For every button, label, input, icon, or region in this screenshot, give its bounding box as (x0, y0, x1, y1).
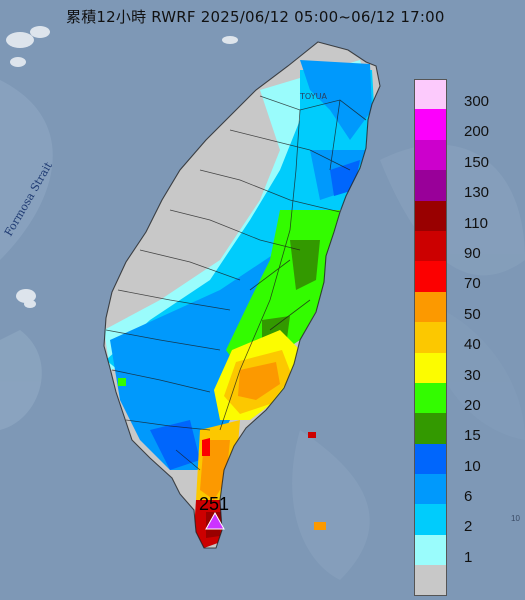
legend-tick-label: 110 (464, 214, 488, 232)
legend-tick-label: 70 (464, 275, 481, 293)
legend-swatch (414, 413, 447, 444)
legend-row (414, 565, 502, 596)
legend-tick-label: 15 (464, 427, 481, 445)
legend-swatch (414, 382, 447, 414)
rainfall-shading (104, 60, 380, 548)
map-title: 累積12小時 RWRF 2025/06/12 05:00~06/12 17:00 (66, 8, 445, 26)
legend-tick-label: 300 (464, 93, 490, 110)
legend-row: 40 (414, 322, 502, 354)
legend-swatch (414, 139, 447, 171)
city-label: TOYUA (300, 92, 327, 101)
legend-swatch (414, 534, 447, 566)
legend-row: 1 (414, 534, 502, 566)
legend-row: 110 (414, 200, 502, 232)
legend-row: 300 (414, 79, 502, 110)
legend-tick-label: 6 (464, 488, 473, 506)
legend-row: 130 (414, 170, 502, 202)
legend-swatch (414, 474, 447, 505)
legend-swatch (414, 565, 447, 596)
legend-row: 90 (414, 230, 502, 262)
rainfall-legend: 300 200 150 130 110 90 70 50 40 30 20 15 10 6 2 1 (414, 79, 502, 596)
legend-row: 10 (414, 443, 502, 475)
legend-tick-label: 50 (464, 305, 481, 323)
legend-swatch (414, 322, 447, 353)
legend-swatch (414, 109, 447, 140)
legend-tick-label: 130 (464, 184, 490, 202)
offshore-islands (118, 378, 326, 530)
legend-swatch (414, 352, 447, 383)
legend-tick-label: 150 (464, 153, 490, 171)
boundary-lines (103, 41, 381, 549)
legend-row: 150 (414, 139, 502, 171)
legend-swatch (414, 79, 447, 110)
legend-row: 200 (414, 109, 502, 141)
legend-swatch (414, 443, 447, 475)
legend-swatch (414, 200, 447, 231)
legend-tick-label: 20 (464, 396, 481, 414)
legend-tick-label: 200 (464, 123, 490, 141)
max-triangle-icon (205, 512, 225, 530)
legend-swatch (414, 291, 447, 323)
legend-swatch (414, 504, 447, 535)
legend-row: 6 (414, 474, 502, 506)
legend-row: 50 (414, 291, 502, 323)
legend-tick-label: 40 (464, 336, 481, 354)
legend-row: 70 (414, 261, 502, 293)
legend-tick-label: 2 (464, 518, 473, 536)
legend-swatch (414, 230, 447, 262)
legend-row: 15 (414, 413, 502, 445)
legend-swatch (414, 170, 447, 201)
legend-row: 2 (414, 504, 502, 536)
legend-swatch (414, 261, 447, 292)
legend-row: 20 (414, 382, 502, 414)
legend-tick-label: 1 (464, 548, 473, 566)
legend-row: 30 (414, 352, 502, 384)
legend-tick-label: 30 (464, 366, 481, 384)
cloud-patches (6, 26, 238, 308)
max-rainfall-label: 251 (199, 494, 230, 514)
legend-tick-label: 10 (464, 457, 481, 475)
legend-tick-label: 90 (464, 244, 481, 262)
edge-label: 10 (511, 514, 520, 523)
